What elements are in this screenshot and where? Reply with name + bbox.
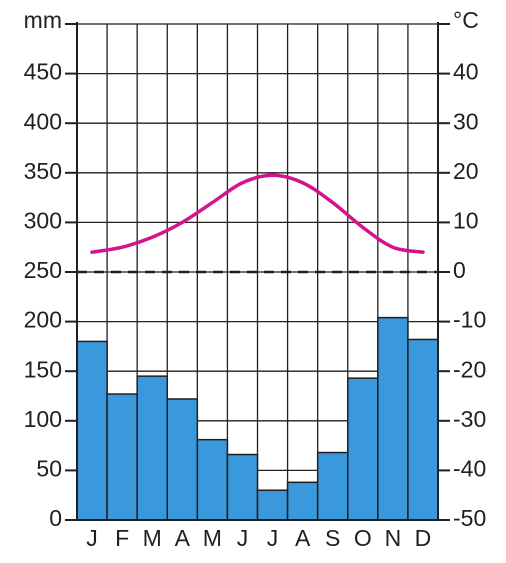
bar [166, 398, 199, 521]
bar [256, 489, 289, 521]
y2-tick-label: 40 [453, 59, 479, 85]
bar [196, 438, 229, 521]
y2-tick-label: -10 [453, 307, 486, 333]
y-tick-label: 400 [24, 108, 62, 134]
y-tick-label: 100 [24, 406, 62, 432]
x-tick-label: O [354, 525, 372, 551]
y-tick-label: 200 [24, 307, 62, 333]
bar [407, 338, 439, 521]
bar [76, 340, 108, 521]
y-tick-label: 150 [24, 356, 62, 382]
bar [286, 481, 319, 521]
bar [377, 316, 409, 521]
y2-tick-label: -20 [453, 356, 486, 382]
x-tick-label: N [385, 525, 402, 551]
x-tick-label: J [86, 525, 98, 551]
x-tick-label: J [267, 525, 279, 551]
bar [226, 453, 259, 521]
x-tick-label: S [325, 525, 340, 551]
x-tick-label: M [143, 525, 162, 551]
y-axis-label: mm [24, 7, 62, 33]
bar [136, 375, 169, 521]
y-tick-label: 50 [36, 455, 62, 481]
y2-tick-label: -30 [453, 406, 486, 432]
x-tick-label: A [175, 525, 191, 551]
x-tick-label: A [295, 525, 311, 551]
y2-tick-label: 10 [453, 207, 479, 233]
y2-tick-label: 0 [453, 257, 466, 283]
y2-axis-label: °C [453, 7, 479, 33]
y-tick-label: 300 [24, 207, 62, 233]
y-tick-label: 450 [24, 59, 62, 85]
bar [316, 451, 349, 521]
temperature-line [90, 173, 425, 254]
y2-tick-label: -50 [453, 505, 486, 531]
y2-tick-label: 20 [453, 158, 479, 184]
bar [106, 393, 138, 521]
x-tick-label: F [115, 525, 129, 551]
y-tick-label: 250 [24, 257, 62, 283]
y-tick-label: 0 [49, 505, 62, 531]
x-tick-label: M [203, 525, 222, 551]
x-tick-label: J [237, 525, 249, 551]
bar [347, 377, 379, 521]
y-tick-label: 350 [24, 158, 62, 184]
x-tick-label: D [415, 525, 432, 551]
y2-tick-label: -40 [453, 455, 486, 481]
y2-tick-label: 30 [453, 108, 479, 134]
